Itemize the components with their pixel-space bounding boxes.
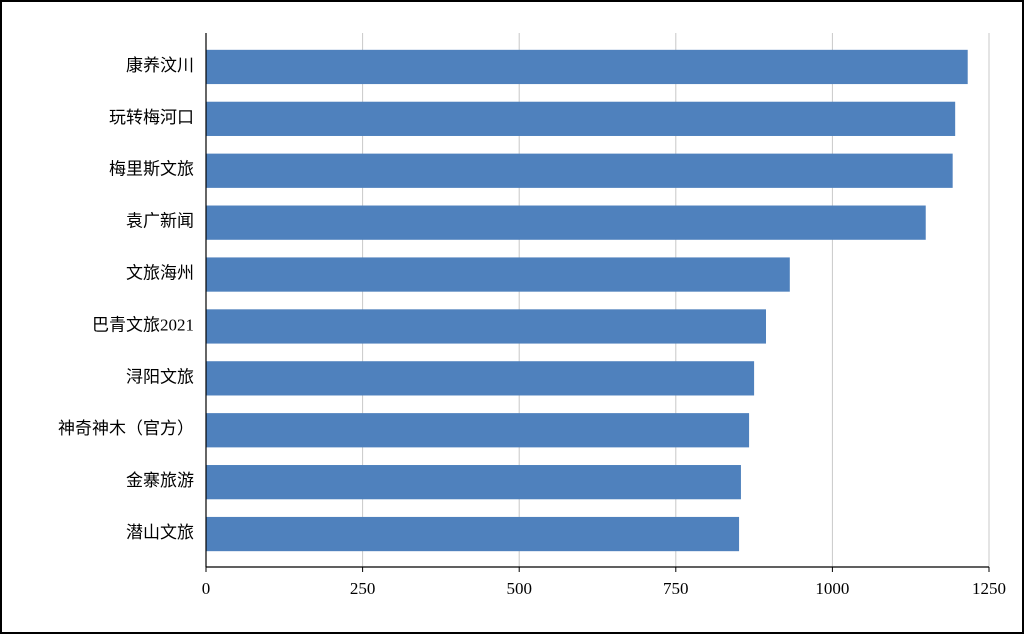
bar — [206, 101, 956, 136]
x-tick-label: 500 — [506, 579, 532, 598]
bar — [206, 465, 741, 500]
x-tick-label: 1000 — [815, 579, 849, 598]
y-tick-label: 神奇神木（官方） — [58, 419, 194, 438]
x-tick-label: 750 — [663, 579, 689, 598]
x-tick-label: 0 — [202, 579, 211, 598]
bar — [206, 413, 750, 448]
y-tick-label: 袁广新闻 — [126, 212, 194, 231]
y-tick-label: 文旅海州 — [126, 263, 194, 282]
bar — [206, 205, 926, 240]
bar — [206, 361, 755, 396]
bar — [206, 257, 790, 292]
y-tick-label: 梅里斯文旅 — [109, 160, 194, 179]
x-tick-label: 250 — [350, 579, 376, 598]
bar — [206, 49, 968, 85]
y-tick-label: 玩转梅河口 — [109, 108, 194, 127]
x-tick-label: 1250 — [972, 579, 1006, 598]
bar — [206, 153, 953, 188]
bar — [206, 309, 767, 344]
y-tick-label: 康养汶川 — [126, 56, 194, 75]
y-tick-label: 金寨旅游 — [126, 471, 194, 490]
y-tick-label: 潜山文旅 — [126, 523, 194, 542]
bar — [206, 516, 740, 552]
y-tick-label: 巴青文旅2021 — [92, 315, 194, 334]
y-tick-label: 浔阳文旅 — [126, 367, 194, 386]
